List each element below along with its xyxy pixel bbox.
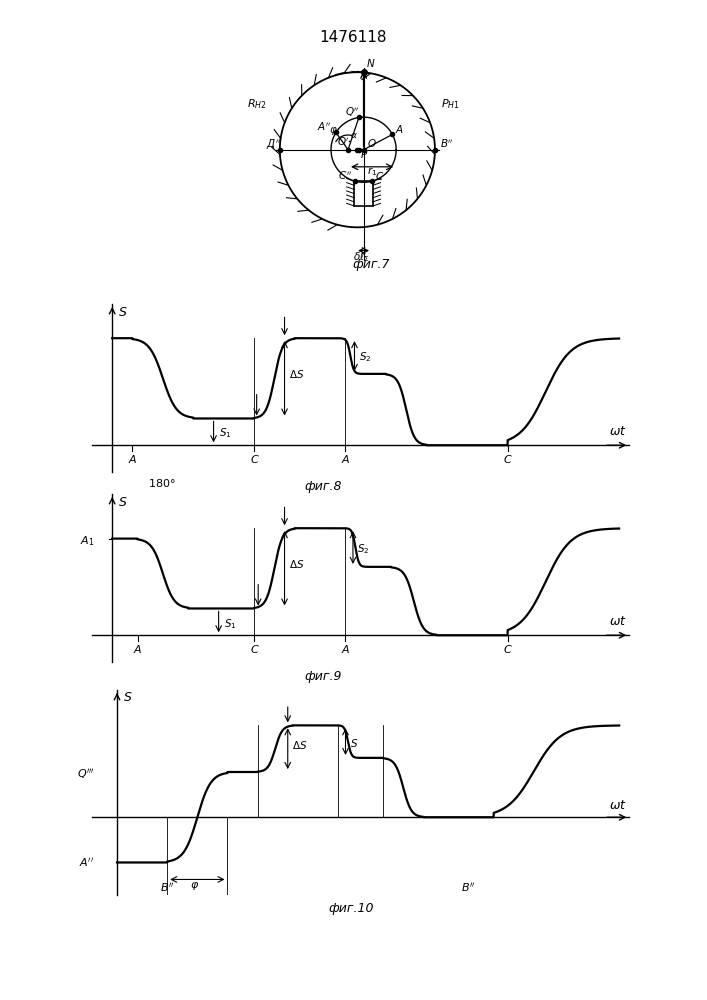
Text: A: A (341, 645, 349, 655)
Text: $r_1$: $r_1$ (368, 166, 378, 178)
Text: $\Delta S$: $\Delta S$ (288, 558, 304, 570)
Text: C: C (503, 455, 511, 465)
Text: A: A (341, 455, 349, 465)
Text: C: C (250, 455, 258, 465)
Text: $B''$: $B''$ (461, 881, 476, 894)
Text: $\delta\ell_\Sigma$: $\delta\ell_\Sigma$ (353, 251, 370, 264)
Text: $\omega t$: $\omega t$ (609, 425, 626, 438)
Text: $S$: $S$ (118, 496, 128, 509)
Text: фиг.7: фиг.7 (353, 258, 390, 271)
Text: $S_2$: $S_2$ (358, 350, 371, 364)
Text: фиг.10: фиг.10 (328, 902, 373, 915)
Text: $S_1$: $S_1$ (223, 617, 236, 631)
Text: $A_1$: $A_1$ (80, 535, 95, 548)
Text: $\Delta S$: $\Delta S$ (288, 368, 304, 380)
Text: $S$: $S$ (118, 306, 128, 319)
Text: $\omega t$: $\omega t$ (609, 615, 626, 628)
Text: $S$: $S$ (123, 691, 133, 704)
Text: 1476118: 1476118 (320, 30, 387, 45)
Text: A: A (134, 645, 141, 655)
Text: A: A (129, 455, 136, 465)
Text: $180°$: $180°$ (148, 477, 175, 489)
Text: $N$: $N$ (366, 57, 375, 69)
Text: $C$: $C$ (375, 170, 385, 182)
Text: C: C (503, 645, 511, 655)
Text: $S$: $S$ (349, 737, 358, 749)
Text: $\Delta S$: $\Delta S$ (292, 739, 307, 751)
Text: $O$: $O$ (368, 137, 378, 149)
Text: $Q''$: $Q''$ (345, 105, 360, 119)
Text: $A''$: $A''$ (317, 121, 332, 133)
Text: $\alpha$: $\alpha$ (351, 131, 358, 140)
Text: $A$: $A$ (395, 123, 404, 135)
Text: $P$: $P$ (361, 147, 369, 159)
Text: $Д''$: $Д''$ (266, 137, 281, 151)
Text: $\varphi$: $\varphi$ (329, 125, 337, 137)
Text: $\varphi$: $\varphi$ (190, 880, 199, 892)
Text: $S_2$: $S_2$ (357, 542, 370, 556)
Text: $P_{H1}$: $P_{H1}$ (441, 97, 460, 111)
Text: $A''$: $A''$ (79, 856, 95, 869)
Text: фиг.8: фиг.8 (305, 480, 342, 493)
Text: $R_{H2}$: $R_{H2}$ (247, 97, 267, 111)
Text: $\omega t$: $\omega t$ (609, 799, 627, 812)
Text: C: C (250, 645, 258, 655)
Text: $Q'''$: $Q'''$ (76, 767, 95, 781)
Text: $B''$: $B''$ (160, 881, 175, 894)
Text: $S_1$: $S_1$ (218, 426, 231, 440)
Text: $O'$: $O'$ (337, 135, 350, 148)
Text: $B''$: $B''$ (440, 138, 453, 150)
Text: фиг.9: фиг.9 (305, 670, 342, 683)
Text: $C''$: $C''$ (338, 169, 352, 182)
Bar (354, 181, 373, 206)
